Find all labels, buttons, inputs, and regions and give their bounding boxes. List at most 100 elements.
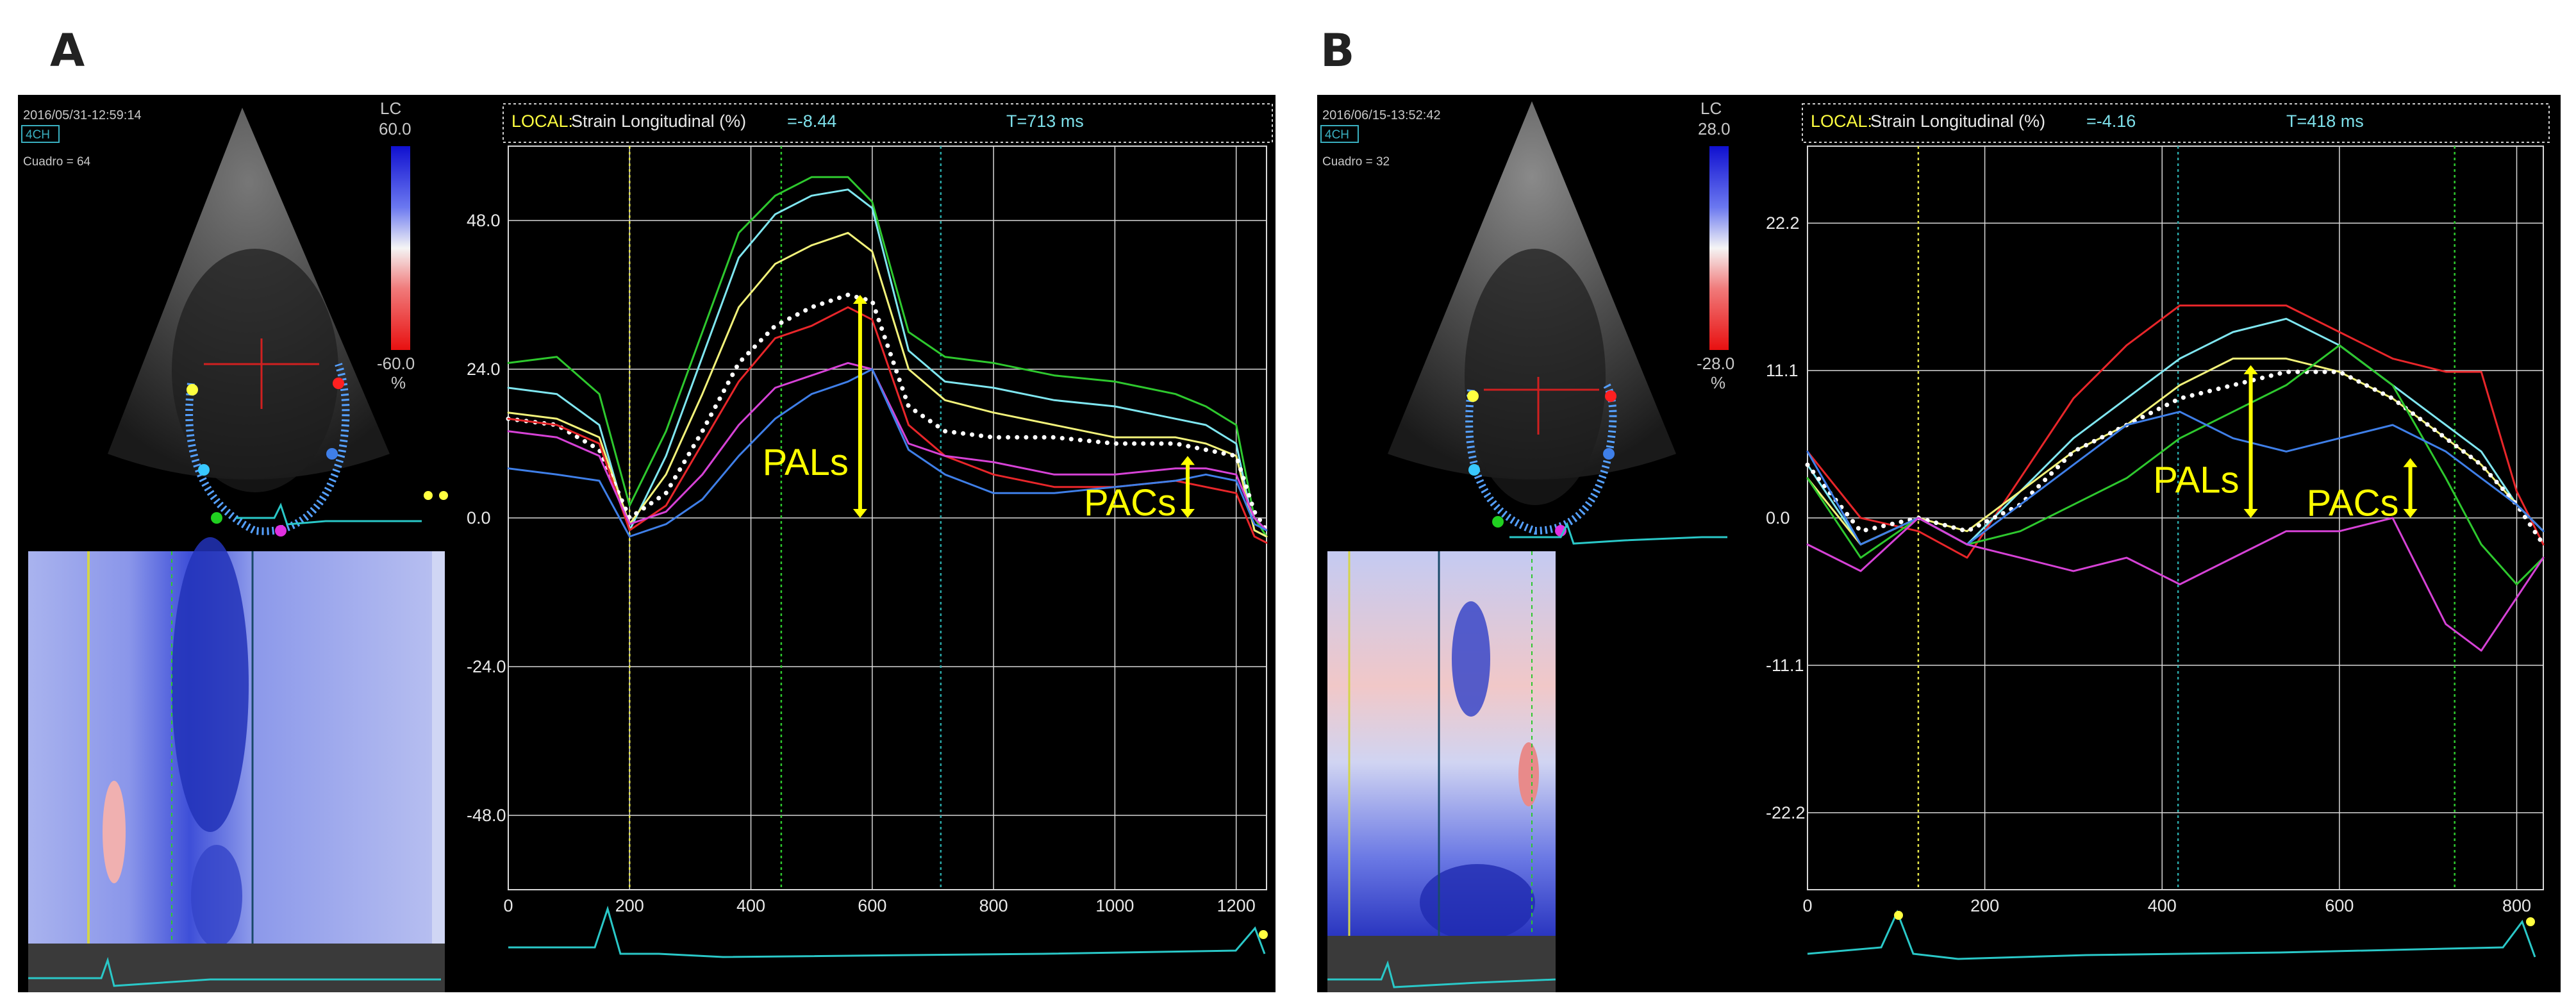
heatmap-ecg [1327,960,1556,988]
x-tick-label: 200 [615,896,644,915]
annotation-label-pacs: PACs [2307,483,2399,524]
chart-ecg-marker-b1 [1894,911,1903,920]
y-tick-label: -48.0 [467,806,506,825]
view-badge: 4CH [26,128,50,142]
panel-a: 2016/05/31-12:59:14 4CH Cuadro = 64 LC 6… [18,95,1276,992]
heatmap-ecg-strip [1327,936,1556,992]
x-tick-label: 800 [2502,896,2531,915]
y-tick-label: 22.2 [1766,213,1800,233]
contour-point-magenta [275,525,287,537]
x-tick-label: 1000 [1095,896,1134,915]
heatmap-ecg-strip [28,944,445,992]
mini-ecg-a [236,503,422,526]
heatmap-peak [1452,601,1490,717]
panel-letter-b: B [1320,24,1355,77]
y-tick-label: 48.0 [467,211,501,230]
panel-b: 2016/06/15-13:52:42 4CH Cuadro = 32 LC 2… [1317,95,2561,992]
colorbar-max: 60.0 [379,119,411,138]
series-line-white-mean [1805,369,2546,547]
header-param: Strain Longitudinal (%) [571,112,746,131]
contour-point-cyan [198,464,210,476]
contour-point-magenta [1555,525,1566,537]
y-tick-label: 11.1 [1766,361,1799,380]
panel-b-svg: 2016/06/15-13:52:42 4CH Cuadro = 32 LC 2… [1320,99,2550,992]
colorbar-min: -60.0 [377,354,415,373]
colorbar-unit: % [391,373,406,392]
chart-header-frame [1802,103,2550,143]
chart-ecg-marker-a [1259,930,1268,939]
x-tick-label: 200 [1970,896,1999,915]
series-line-green [507,176,1268,538]
strain-chart-b: LOCAL: Strain Longitudinal (%) =-4.16 T=… [1766,103,2550,960]
x-tick-label: 600 [2325,896,2354,915]
heatmap-ecg [28,956,441,987]
y-tick-label: 0.0 [467,508,491,528]
header-value: =-4.16 [2086,112,2136,131]
timestamp: 2016/05/31-12:59:14 [23,108,142,122]
series-line-white-mean [506,292,1269,533]
y-tick-label: 0.0 [1766,508,1790,528]
annotation-arrowhead-bottom [2403,509,2418,518]
y-tick-label: 24.0 [467,360,501,379]
colorbar-unit: % [1711,373,1725,392]
panel-a-svg: 2016/05/31-12:59:14 4CH Cuadro = 64 LC 6… [21,99,1273,992]
header-local: LOCAL: [1811,112,1872,131]
header-time: T=713 ms [1006,112,1084,131]
heatmap-peak [172,537,249,832]
header-value: =-8.44 [787,112,836,131]
x-tick-label: 400 [2148,896,2177,915]
frame-label: Cuadro = 32 [1322,155,1390,169]
view-badge-frame [21,125,60,143]
x-tick-label: 600 [858,896,886,915]
series-line-red [1806,304,2545,559]
header-param: Strain Longitudinal (%) [1870,112,2045,131]
tracking-contour [185,363,350,535]
atrium-cavity [1465,249,1606,505]
contour-point-red [333,378,344,389]
series-line-magenta [1806,517,2545,652]
contour-point-cyan [1468,464,1480,476]
colorbar [1709,146,1729,350]
y-tick-label: -11.1 [1766,656,1804,675]
annotation-arrowhead-top [852,295,867,304]
contour-point-yellow [187,384,198,395]
x-tick-label: 0 [1802,896,1812,915]
heatmap-positive-region [103,781,126,883]
series-line-cyan [507,188,1268,538]
series-line-red [507,306,1268,544]
contour-point-blue [1603,448,1615,460]
annotation-label-pals: PALs [2153,459,2239,501]
colorbar-label: LC [380,99,401,118]
strain-heatmap [1327,551,1556,936]
x-tick-label: 0 [503,896,513,915]
timestamp: 2016/06/15-13:52:42 [1322,108,1441,122]
contour-point-green [1492,516,1504,528]
x-tick-label: 400 [736,896,765,915]
mini-ecg-b [1509,522,1727,545]
annotation-arrowhead-top [1180,456,1195,465]
series-line-blue [507,368,1268,538]
heatmap-strip [432,551,445,944]
strain-chart-a: LOCAL: Strain Longitudinal (%) =-8.44 T=… [467,103,1273,958]
chart-ecg-b [1807,910,2536,960]
annotation-arrowhead-bottom [2243,509,2258,518]
annotation-arrowhead-top [2403,458,2418,467]
heatmap-positive-region [1518,742,1539,806]
y-tick-label: -22.2 [1766,803,1806,822]
view-badge-frame [1320,125,1359,143]
annotation-label-pals: PALs [763,442,849,483]
contour-point-red [1605,390,1616,402]
contour-point-yellow [1467,390,1479,402]
ecg-marker-a1 [424,491,433,500]
annotation-arrowhead-top [2243,365,2258,374]
contour-point-green [211,512,222,524]
heatmap-lower-peak [1420,864,1535,941]
colorbar [391,146,410,350]
contour-point-blue [326,448,338,460]
annotation-arrowhead-bottom [852,509,867,518]
panel-letter-a: A [50,24,85,77]
colorbar-label: LC [1700,99,1722,118]
header-local: LOCAL: [511,112,573,131]
x-tick-label: 1200 [1217,896,1256,915]
atrium-cavity [172,249,338,492]
